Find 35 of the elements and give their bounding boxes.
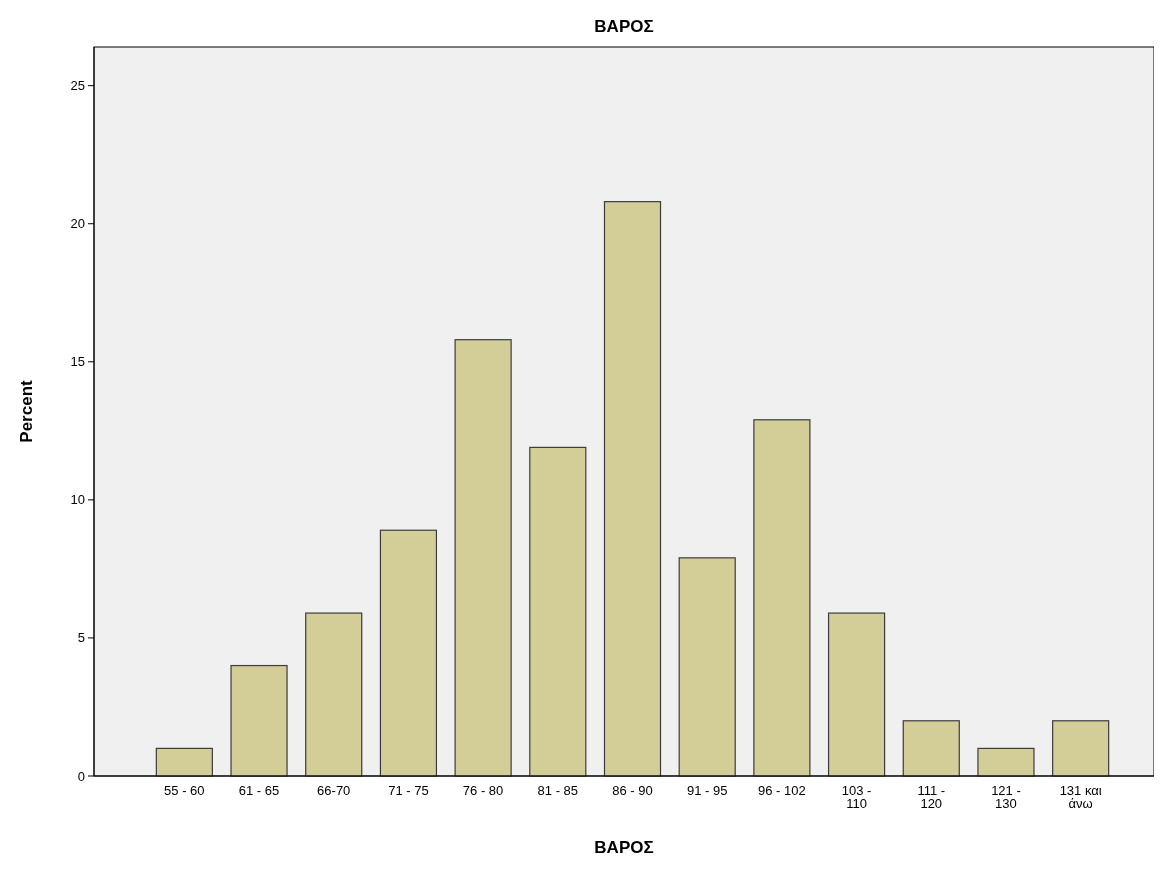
bar: [529, 446, 587, 777]
bar: [753, 419, 811, 777]
y-tick-label: 5: [77, 630, 85, 646]
chart-title: ΒΑΡΟΣ: [594, 17, 654, 36]
bar: [454, 339, 512, 777]
x-tick-label: 91 - 95: [686, 783, 728, 798]
x-tick-label: 55 - 60: [164, 783, 205, 798]
x-tick-label: 96 - 102: [758, 783, 806, 798]
bar: [305, 612, 363, 777]
x-tick-label: 76 - 80: [462, 783, 504, 798]
x-tick-label: 111 - 120: [917, 783, 946, 811]
x-tick-label: 71 - 75: [388, 783, 429, 798]
y-tick-label: 0: [77, 768, 85, 784]
bar: [977, 747, 1035, 777]
x-tick-label: 121 - 130: [991, 783, 1021, 811]
y-tick-label: 15: [70, 354, 85, 370]
x-tick-label: 86 - 90: [612, 783, 653, 798]
bar: [379, 529, 438, 777]
y-tick-label: 25: [70, 78, 85, 94]
bar: [155, 747, 213, 777]
x-tick-label: 61 - 65: [238, 783, 280, 798]
y-tick-label: 20: [70, 216, 85, 232]
bar: [678, 557, 736, 777]
x-tick-label: 81 - 85: [537, 783, 579, 798]
bar: [827, 612, 886, 777]
bar: [1052, 720, 1110, 777]
x-tick-label: 131 και άνω: [1059, 783, 1102, 811]
x-tick-label: 66-70: [317, 783, 351, 798]
bar: [603, 201, 662, 777]
bar: [230, 664, 288, 777]
bar: [902, 720, 960, 777]
x-tick-label: 103 - 110: [841, 783, 872, 811]
y-axis-title: Percent: [17, 379, 36, 443]
y-tick-label: 10: [70, 492, 85, 508]
x-axis-title: ΒΑΡΟΣ: [594, 838, 654, 857]
